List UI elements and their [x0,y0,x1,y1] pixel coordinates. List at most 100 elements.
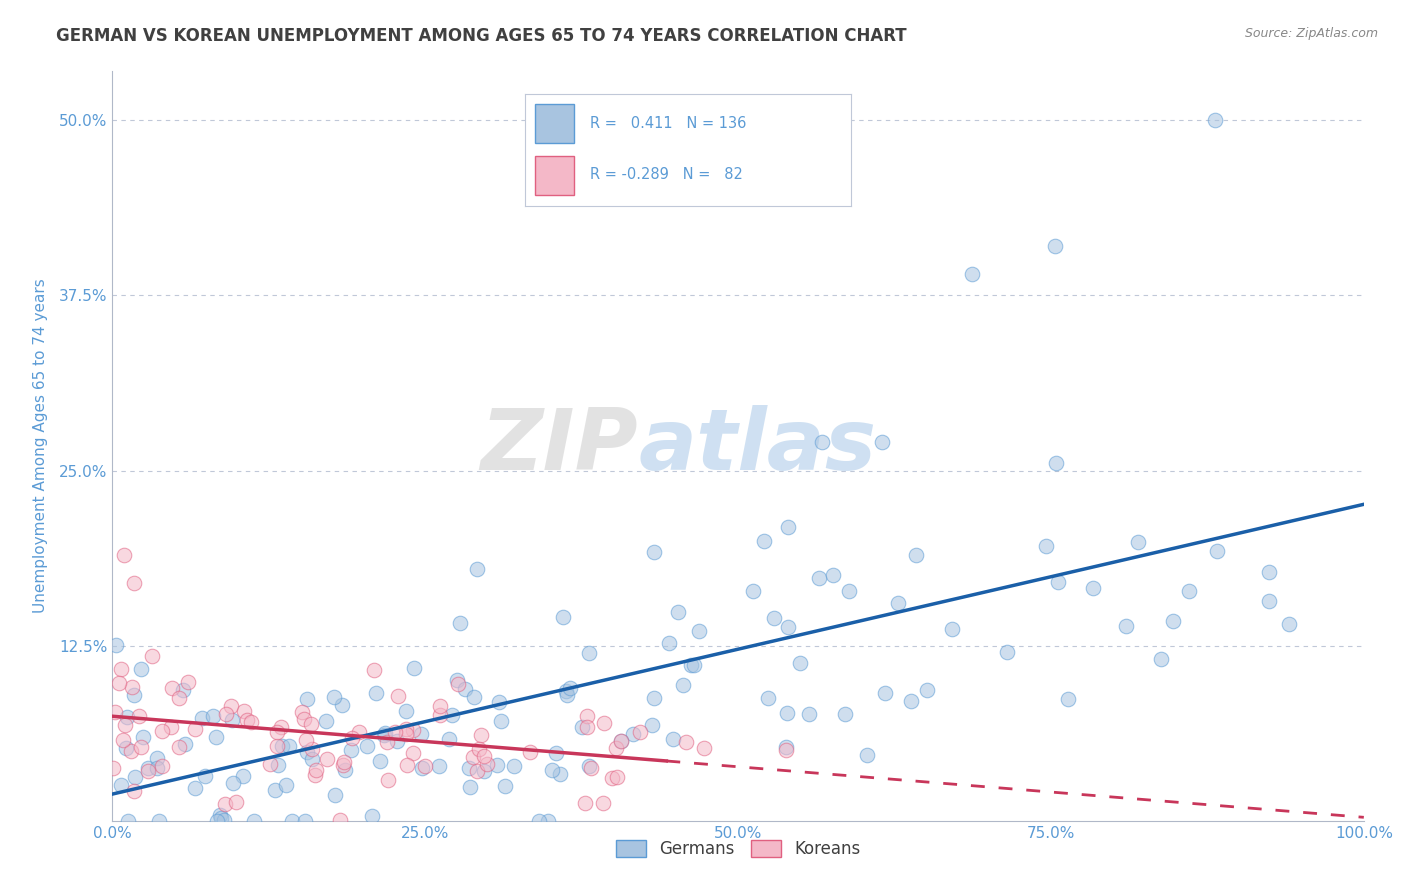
Point [214,797,236,811]
Point [468,741,491,756]
Point [315,752,337,766]
Point [292,712,315,726]
Point [129,739,152,754]
Point [240,714,263,729]
Point [295,692,318,706]
Point [409,726,432,740]
Point [621,727,644,741]
Point [962,268,984,282]
Point [610,734,633,748]
Point [112,548,135,562]
Point [494,779,516,793]
Point [811,435,834,450]
Point [340,743,363,757]
Point [461,750,484,764]
Point [373,728,395,742]
Point [394,704,416,718]
Point [219,698,242,713]
Point [124,770,146,784]
Point [201,709,224,723]
Point [581,761,603,775]
Point [662,731,685,746]
Point [291,705,314,719]
Point [259,756,281,771]
Point [136,761,159,775]
Point [270,739,292,754]
Point [121,680,143,694]
Point [592,796,614,810]
Point [184,780,207,795]
Point [571,720,593,734]
Point [377,773,399,788]
Point [485,758,508,772]
Point [1081,581,1104,595]
Point [472,764,495,778]
Point [799,707,821,722]
Point [115,710,138,724]
Point [546,746,568,760]
Point [453,681,475,696]
Point [834,707,856,722]
Point [374,725,396,739]
Text: ZIP: ZIP [481,404,638,488]
Point [548,767,571,781]
Point [205,814,228,828]
Point [385,733,408,747]
Legend: Germans, Koreans: Germans, Koreans [609,833,868,864]
Point [363,663,385,677]
Point [212,813,235,827]
Point [162,681,184,695]
Point [555,688,578,702]
Point [323,788,346,802]
Point [1278,617,1301,632]
Point [1163,614,1185,628]
Point [643,545,665,559]
Point [110,778,132,792]
Point [789,656,811,670]
Point [299,716,322,731]
Point [114,718,136,732]
Point [402,661,425,675]
Point [329,814,352,828]
Point [111,732,134,747]
Point [323,690,346,705]
Point [101,761,124,775]
Point [141,649,163,664]
Point [278,739,301,753]
Point [1178,583,1201,598]
Point [1258,594,1281,608]
Point [104,705,127,719]
Point [145,761,167,775]
Point [222,776,245,790]
Point [915,683,938,698]
Point [294,733,316,747]
Point [209,812,232,826]
Point [356,739,378,754]
Point [294,814,316,828]
Point [606,770,628,784]
Point [605,741,627,756]
Point [592,715,614,730]
Point [315,714,337,729]
Text: GERMAN VS KOREAN UNEMPLOYMENT AMONG AGES 65 TO 74 YEARS CORRELATION CHART: GERMAN VS KOREAN UNEMPLOYMENT AMONG AGES… [56,27,907,45]
Point [174,737,197,751]
Point [330,698,353,713]
Y-axis label: Unemployment Among Ages 65 to 74 years: Unemployment Among Ages 65 to 74 years [32,278,48,614]
Point [148,814,170,828]
Point [537,814,560,828]
Point [551,610,574,624]
Point [122,784,145,798]
Point [411,761,433,775]
Point [541,764,564,778]
Point [440,707,463,722]
Point [208,808,231,822]
Point [742,584,765,599]
Point [756,691,779,706]
Point [672,678,695,692]
Point [375,735,398,749]
Point [120,744,142,758]
Point [489,714,512,728]
Point [305,763,328,777]
Point [941,622,963,636]
Point [266,725,288,739]
